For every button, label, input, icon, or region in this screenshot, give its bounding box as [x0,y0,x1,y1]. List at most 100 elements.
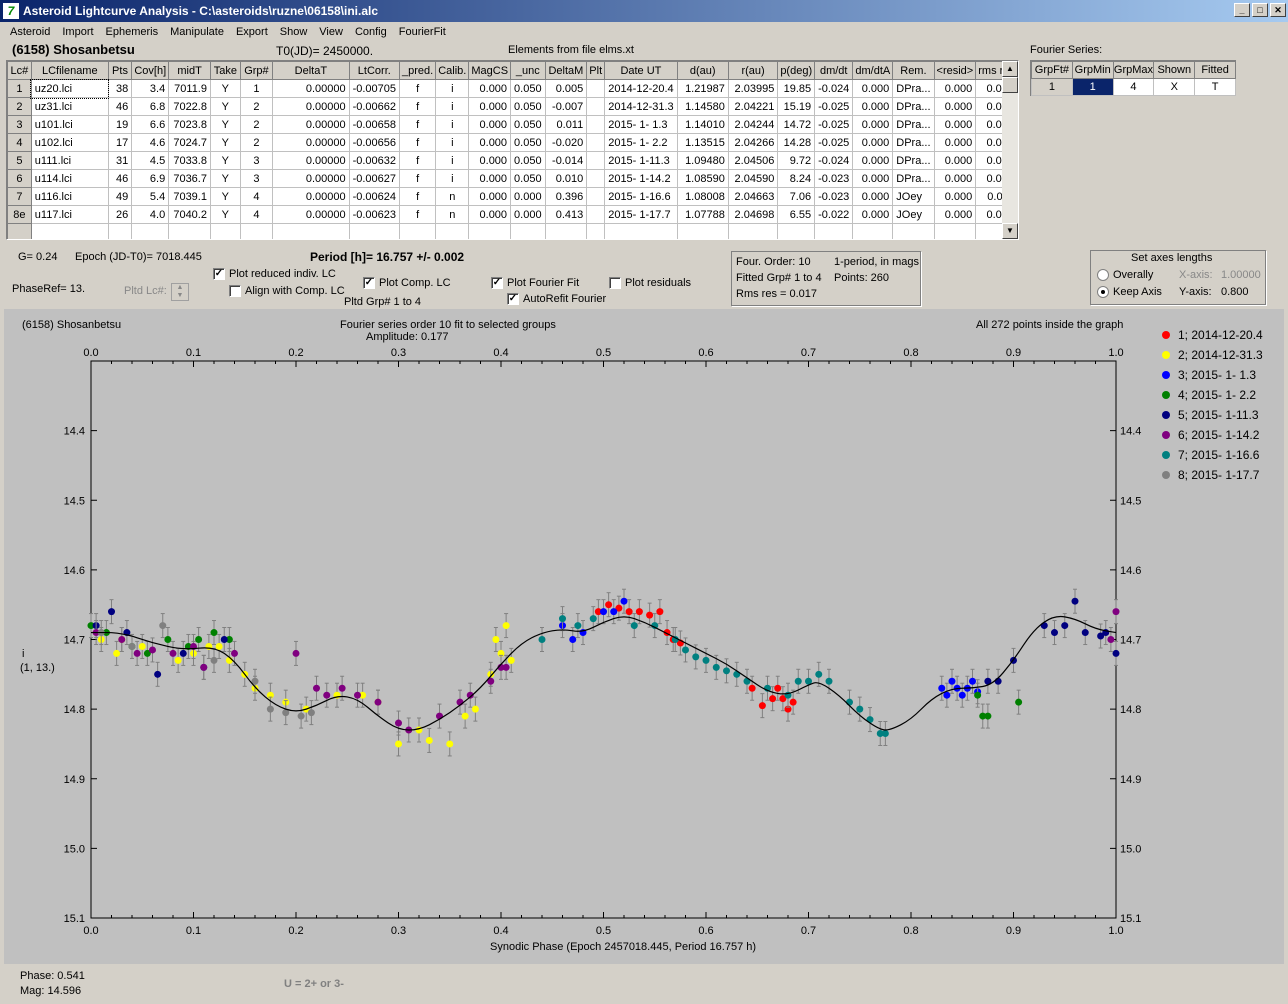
menu-fourierfit[interactable]: FourierFit [398,25,446,38]
table-cell[interactable]: 0.000 [468,115,512,134]
table-cell[interactable]: 38 [107,79,133,98]
table-cell[interactable]: 0.011 [544,115,588,134]
fourier-series-table[interactable]: GrpFt# GrpMin GrpMax Shown Fitted 1 1 4 … [1030,60,1236,96]
table-cell[interactable]: JOey [892,187,935,206]
table-cell[interactable] [814,223,854,239]
phaseref-value[interactable]: PhaseRef= 13. [12,283,86,295]
autorefit-checkbox[interactable]: ✓ AutoRefit Fourier [507,293,607,305]
table-cell[interactable] [604,223,678,239]
col-header[interactable]: _pred. [399,61,437,80]
menu-show[interactable]: Show [279,25,308,38]
table-cell[interactable]: DPra... [892,97,935,116]
table-cell[interactable] [586,223,606,239]
table-cell[interactable]: 3 [7,115,32,134]
table-cell[interactable]: 6 [7,169,32,188]
table-cell[interactable]: 0.000 [468,151,512,170]
table-cell[interactable]: 7.06 [777,187,816,206]
table-cell[interactable]: 6.55 [777,205,816,224]
table-row[interactable]: 4 u102.lci 17 4.6 7024.7 Y 2 0.00000 -0.00656 f i 0… [7,133,1018,152]
table-cell[interactable]: u101.lci [30,115,109,134]
table-cell[interactable]: DPra... [892,133,935,152]
table-cell[interactable]: -0.022 [814,205,854,224]
table-cell[interactable] [30,223,109,239]
table-cell[interactable] [933,223,977,239]
table-cell[interactable]: 1.21987 [676,79,729,98]
table-cell[interactable]: -0.025 [814,115,854,134]
table-cell[interactable]: -0.024 [814,79,854,98]
table-cell[interactable]: 0.000 [933,151,977,170]
table-cell[interactable]: Y [209,97,241,116]
table-cell[interactable]: 2.04506 [727,151,779,170]
table-cell[interactable]: 6.8 [131,97,170,116]
table-cell[interactable]: 1.14010 [676,115,729,134]
table-cell[interactable]: 7040.2 [168,205,211,224]
table-cell[interactable]: 7039.1 [168,187,211,206]
table-cell[interactable]: 0.000 [933,97,977,116]
plot-reduced-checkbox[interactable]: ✓ Plot reduced indiv. LC [213,268,336,280]
fs-cell-shown[interactable]: X [1153,78,1196,96]
col-header[interactable]: Pts [107,61,133,80]
table-cell[interactable]: -0.00623 [348,205,401,224]
table-cell[interactable] [7,223,32,239]
table-cell[interactable]: DPra... [892,79,935,98]
table-cell[interactable]: -0.025 [814,133,854,152]
table-cell[interactable]: 19 [107,115,133,134]
table-cell[interactable]: 1 [7,79,32,98]
table-cell[interactable]: -0.00624 [348,187,401,206]
table-cell[interactable]: n [435,187,470,206]
table-cell[interactable]: 0.00000 [272,169,350,188]
table-cell[interactable]: 14.72 [777,115,816,134]
table-cell[interactable]: -0.00658 [348,115,401,134]
table-cell[interactable]: 2015- 1-14.2 [604,169,678,188]
scroll-down-icon[interactable]: ▼ [1002,223,1018,239]
menu-export[interactable]: Export [235,25,268,38]
table-cell[interactable]: 2.04590 [727,169,779,188]
table-cell[interactable]: 2 [239,133,274,152]
table-row[interactable]: 7 u116.lci 49 5.4 7039.1 Y 4 0.00000 -0.00624 f n 0… [7,187,1018,206]
table-cell[interactable]: 0.000 [852,169,894,188]
col-header[interactable]: Grp# [239,61,274,80]
table-cell[interactable]: 7011.9 [168,79,211,98]
table-cell[interactable]: Y [209,187,241,206]
table-cell[interactable]: 7 [7,187,32,206]
col-header[interactable]: Plt [586,61,606,80]
menu-asteroid[interactable]: Asteroid [10,25,51,38]
close-button[interactable]: ✕ [1270,3,1286,17]
table-row[interactable]: 6 u114.lci 46 6.9 7036.7 Y 3 0.00000 -0.00627 f i 0… [7,169,1018,188]
col-header[interactable]: midT [168,61,211,80]
table-cell[interactable] [168,223,211,239]
table-cell[interactable]: 7022.8 [168,97,211,116]
table-cell[interactable]: 2 [239,97,274,116]
table-cell[interactable]: 0.000 [468,79,512,98]
table-cell[interactable]: i [435,169,470,188]
table-cell[interactable]: JOey [892,205,935,224]
col-header[interactable]: Calib. [435,61,470,80]
col-header[interactable]: r(au) [727,61,779,80]
table-row[interactable]: 1 uz20.lci 38 3.4 7011.9 Y 1 0.00000 -0.00705 f i 0… [7,78,1018,99]
table-cell[interactable]: Y [209,205,241,224]
col-header[interactable]: <resid> [933,61,977,80]
table-cell[interactable]: 7036.7 [168,169,211,188]
table-cell[interactable]: f [399,187,437,206]
table-cell[interactable]: 0.050 [510,115,546,134]
table-cell[interactable] [468,223,512,239]
table-cell[interactable]: 0.005 [544,79,588,98]
table-cell[interactable]: 0.000 [852,151,894,170]
table-cell[interactable] [399,223,437,239]
table-row[interactable]: 2 uz31.lci 46 6.8 7022.8 Y 2 0.00000 -0.00662 f i 0… [7,97,1018,116]
table-cell[interactable]: uz20.lci [30,78,110,99]
table-cell[interactable]: 0.000 [933,205,977,224]
xaxis-value[interactable]: 1.00000 [1221,269,1261,281]
table-cell[interactable]: 0.000 [852,79,894,98]
menu-ephemeris[interactable]: Ephemeris [105,25,159,38]
table-cell[interactable] [586,133,606,152]
table-cell[interactable]: n [435,205,470,224]
table-cell[interactable]: 15.19 [777,97,816,116]
col-header[interactable]: d(au) [676,61,729,80]
table-cell[interactable]: 0.396 [544,187,588,206]
table-cell[interactable]: 0.00000 [272,115,350,134]
table-cell[interactable]: 1.08008 [676,187,729,206]
table-cell[interactable]: 0.00000 [272,133,350,152]
table-cell[interactable]: 0.000 [852,115,894,134]
table-cell[interactable]: 0.00000 [272,79,350,98]
